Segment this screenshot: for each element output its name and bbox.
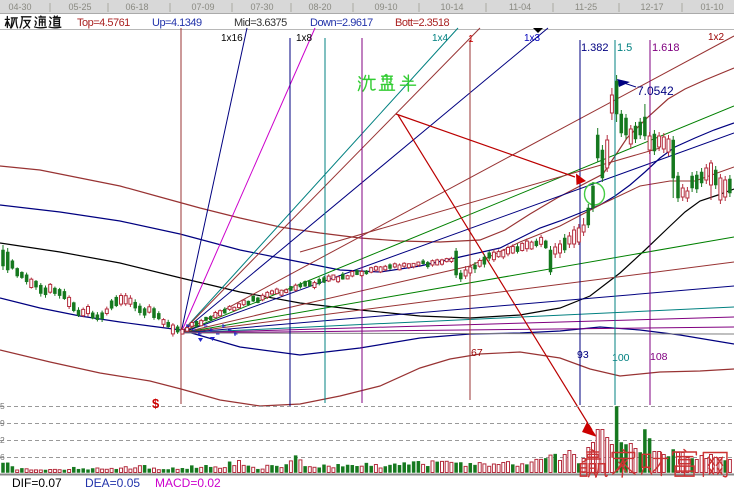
svg-text:10-14: 10-14 (440, 2, 463, 12)
svg-text:Mid=3.6375: Mid=3.6375 (234, 17, 287, 29)
svg-text:1: 1 (468, 34, 474, 45)
svg-text:DIF=0.07: DIF=0.07 (12, 476, 62, 490)
svg-text:11-04: 11-04 (509, 2, 531, 12)
svg-text:1.5: 1.5 (617, 42, 632, 54)
svg-text:05-25: 05-25 (68, 2, 91, 12)
svg-text:07-30: 07-30 (250, 2, 273, 12)
svg-text:Down=2.9617: Down=2.9617 (310, 17, 373, 29)
svg-text:1x4: 1x4 (432, 33, 449, 44)
svg-text:Bott=2.3518: Bott=2.3518 (395, 17, 450, 29)
svg-text:7.0542: 7.0542 (637, 84, 674, 98)
svg-text:07-09: 07-09 (191, 2, 214, 12)
svg-text:5: 5 (0, 401, 5, 411)
svg-text:2: 2 (0, 435, 5, 445)
svg-text:108: 108 (650, 351, 668, 363)
svg-text:1x8: 1x8 (296, 33, 313, 44)
svg-text:1x16: 1x16 (221, 33, 243, 44)
svg-text:08-20: 08-20 (308, 2, 331, 12)
svg-text:93: 93 (577, 349, 589, 361)
svg-text:1x2: 1x2 (708, 32, 725, 43)
svg-text:1.382: 1.382 (581, 42, 609, 54)
svg-text:Top=4.5761: Top=4.5761 (77, 17, 130, 29)
svg-text:6: 6 (0, 452, 5, 462)
svg-text:100: 100 (612, 352, 630, 364)
svg-text:MACD=0.02: MACD=0.02 (155, 476, 221, 490)
svg-text:Up=4.1349: Up=4.1349 (152, 17, 202, 29)
svg-text:1.618: 1.618 (652, 42, 680, 54)
svg-text:12-17: 12-17 (640, 2, 663, 12)
svg-text:11-25: 11-25 (575, 2, 597, 12)
svg-text:1x3: 1x3 (524, 33, 541, 44)
svg-text:DEA=0.05: DEA=0.05 (85, 476, 140, 490)
svg-text:9: 9 (0, 418, 5, 428)
svg-text:67: 67 (471, 347, 483, 359)
svg-text:06-18: 06-18 (125, 2, 148, 12)
svg-text:$: $ (152, 396, 160, 411)
svg-text:09-10: 09-10 (374, 2, 397, 12)
svg-text:04-30: 04-30 (8, 2, 31, 12)
svg-text:01-10: 01-10 (700, 2, 723, 12)
